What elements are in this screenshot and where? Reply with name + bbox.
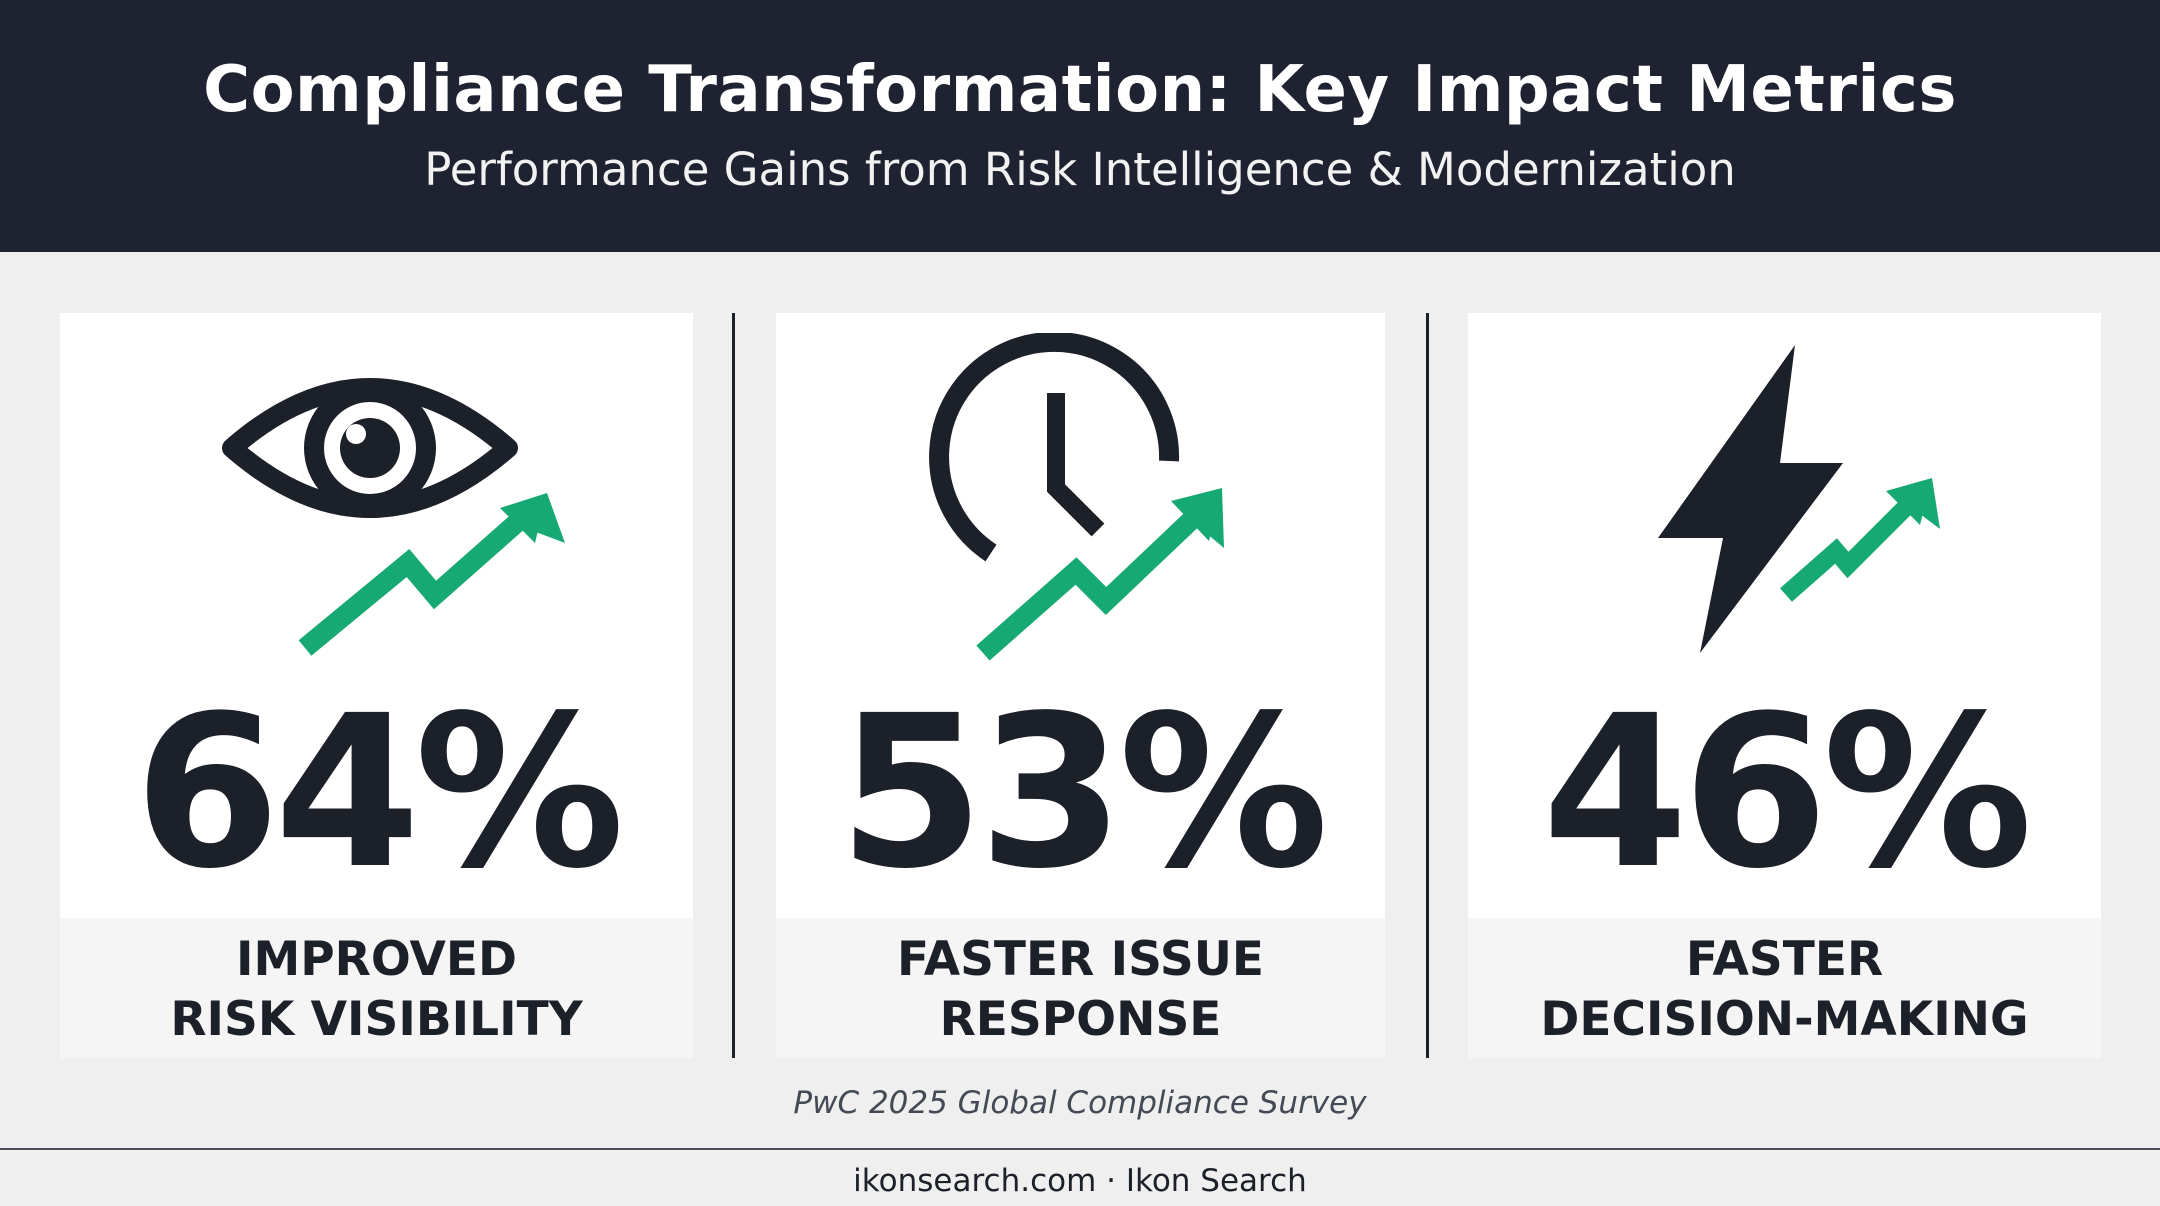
trend-arrow-icon xyxy=(1780,488,1925,602)
metric-label-band: FASTER DECISION-MAKING xyxy=(1468,918,2101,1058)
eye-icon xyxy=(60,333,693,663)
metric-label-line-2: DECISION-MAKING xyxy=(1540,992,2029,1047)
column-divider xyxy=(1426,313,1429,1058)
trend-arrow-icon xyxy=(976,500,1211,661)
header-banner: Compliance Transformation: Key Impact Me… xyxy=(0,0,2160,252)
metric-label-band: IMPROVED RISK VISIBILITY xyxy=(60,918,693,1058)
trend-arrow-icon xyxy=(298,503,537,656)
metric-label-line-1: IMPROVED xyxy=(235,932,518,987)
metric-label-line-1: FASTER xyxy=(1685,932,1884,987)
metric-label: FASTER ISSUE RESPONSE xyxy=(776,930,1385,1050)
source-citation: PwC 2025 Global Compliance Survey xyxy=(793,1085,1367,1121)
metric-label: IMPROVED RISK VISIBILITY xyxy=(60,930,693,1050)
footer-divider xyxy=(0,1148,2160,1150)
metric-label-line-2: RESPONSE xyxy=(939,992,1222,1047)
page-title: Compliance Transformation: Key Impact Me… xyxy=(203,53,1957,127)
metric-label-band: FASTER ISSUE RESPONSE xyxy=(776,918,1385,1058)
metric-label-line-2: RISK VISIBILITY xyxy=(170,992,583,1047)
lightning-bolt-icon xyxy=(1468,333,2101,663)
metric-card-decision-making: 46% FASTER DECISION-MAKING xyxy=(1468,313,2101,1058)
metric-card-risk-visibility: 64% IMPROVED RISK VISIBILITY xyxy=(60,313,693,1058)
metric-value: 64% xyxy=(134,670,625,915)
metric-label-line-1: FASTER ISSUE xyxy=(896,932,1264,987)
page-subtitle: Performance Gains from Risk Intelligence… xyxy=(424,143,1736,196)
metric-value: 46% xyxy=(1542,670,2033,915)
metric-value: 53% xyxy=(838,670,1329,915)
metric-label: FASTER DECISION-MAKING xyxy=(1468,930,2101,1050)
footer-credit: ikonsearch.com · Ikon Search xyxy=(853,1163,1307,1199)
column-divider xyxy=(732,313,735,1058)
metric-card-issue-response: 53% FASTER ISSUE RESPONSE xyxy=(776,313,1385,1058)
clock-icon xyxy=(776,333,1385,663)
